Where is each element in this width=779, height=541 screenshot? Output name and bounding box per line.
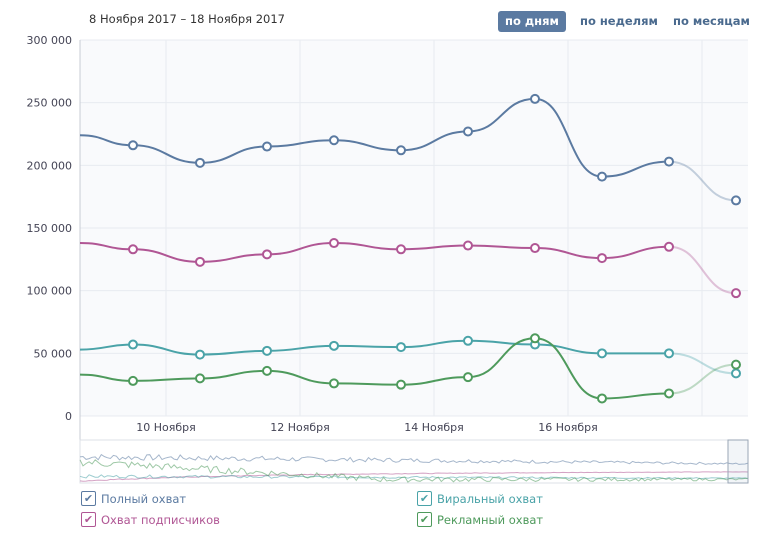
data-point[interactable] <box>731 368 741 379</box>
data-point[interactable] <box>396 342 406 353</box>
data-point[interactable] <box>731 359 741 370</box>
data-point[interactable] <box>463 335 473 346</box>
data-point[interactable] <box>262 249 272 260</box>
data-point[interactable] <box>530 93 540 104</box>
series-line-partial <box>668 363 737 395</box>
series-line-partial <box>668 160 737 202</box>
legend-item-total[interactable]: ✔ Полный охват <box>81 491 186 506</box>
y-tick-label: 50 000 <box>34 347 73 360</box>
checkbox-icon[interactable]: ✔ <box>417 491 432 506</box>
legend-item-ads[interactable]: ✔ Рекламный охват <box>417 512 543 527</box>
data-point[interactable] <box>597 171 607 182</box>
navigator-series-line <box>79 474 749 480</box>
data-point[interactable] <box>664 348 674 359</box>
legend-label: Полный охват <box>101 491 187 506</box>
y-tick-label: 0 <box>65 410 72 423</box>
data-point[interactable] <box>329 135 339 146</box>
data-point[interactable] <box>128 244 138 255</box>
y-tick-label: 250 000 <box>27 97 73 110</box>
data-point[interactable] <box>195 373 205 384</box>
data-point[interactable] <box>195 157 205 168</box>
x-tick-label: 14 Ноября <box>404 421 464 434</box>
x-tick-label: 16 Ноября <box>538 421 598 434</box>
period-days-button[interactable]: по дням <box>498 11 566 32</box>
data-point[interactable] <box>329 340 339 351</box>
series-line-partial <box>668 352 737 375</box>
data-point[interactable] <box>128 375 138 386</box>
data-point[interactable] <box>664 388 674 399</box>
data-point[interactable] <box>329 378 339 389</box>
legend-label: Охват подписчиков <box>101 512 220 527</box>
series-line <box>79 97 670 178</box>
checkbox-icon[interactable]: ✔ <box>417 512 432 527</box>
legend-label: Рекламный охват <box>437 512 544 527</box>
date-range: 8 Ноября 2017 – 18 Ноября 2017 <box>89 12 285 26</box>
y-tick-label: 100 000 <box>27 285 73 298</box>
data-point[interactable] <box>463 126 473 137</box>
navigator-series-line <box>79 459 748 483</box>
data-point[interactable] <box>396 379 406 390</box>
series-line <box>79 242 670 263</box>
y-tick-label: 200 000 <box>27 159 73 172</box>
data-point[interactable] <box>597 393 607 404</box>
checkbox-icon[interactable]: ✔ <box>81 512 96 527</box>
checkbox-icon[interactable]: ✔ <box>81 491 96 506</box>
data-point[interactable] <box>731 288 741 299</box>
legend-label: Виральный охват <box>437 491 543 506</box>
navigator-selection-handle[interactable] <box>727 439 749 484</box>
data-point[interactable] <box>195 349 205 360</box>
data-point[interactable] <box>262 365 272 376</box>
period-weeks-button[interactable]: по неделям <box>580 14 658 28</box>
y-tick-label: 300 000 <box>27 34 73 47</box>
data-point[interactable] <box>597 253 607 264</box>
data-point[interactable] <box>128 339 138 350</box>
data-point[interactable] <box>329 238 339 249</box>
data-point[interactable] <box>396 145 406 156</box>
data-point[interactable] <box>597 348 607 359</box>
line-chart: 0 50 000 100 000 150 000 200 000 250 000 300 0… <box>27 34 749 484</box>
data-point[interactable] <box>195 256 205 267</box>
data-point[interactable] <box>664 241 674 252</box>
series-line-partial <box>668 245 737 295</box>
data-point[interactable] <box>530 243 540 254</box>
data-point[interactable] <box>530 333 540 344</box>
period-months-button[interactable]: по месяцам <box>673 14 750 28</box>
y-tick-label: 150 000 <box>27 222 73 235</box>
x-tick-label: 10 Ноября <box>136 421 196 434</box>
data-point[interactable] <box>664 156 674 167</box>
data-point[interactable] <box>731 195 741 206</box>
data-point[interactable] <box>128 140 138 151</box>
x-tick-label: 12 Ноября <box>270 421 330 434</box>
legend-item-subscribers[interactable]: ✔ Охват подписчиков <box>81 512 220 527</box>
data-point[interactable] <box>262 141 272 152</box>
data-point[interactable] <box>463 372 473 383</box>
series-line <box>79 337 670 400</box>
data-point[interactable] <box>396 244 406 255</box>
navigator-series-line <box>79 453 749 465</box>
data-point[interactable] <box>262 345 272 356</box>
legend-item-viral[interactable]: ✔ Виральный охват <box>417 491 543 506</box>
data-point[interactable] <box>463 240 473 251</box>
navigator-series-line <box>79 471 749 482</box>
series-line <box>79 339 669 356</box>
